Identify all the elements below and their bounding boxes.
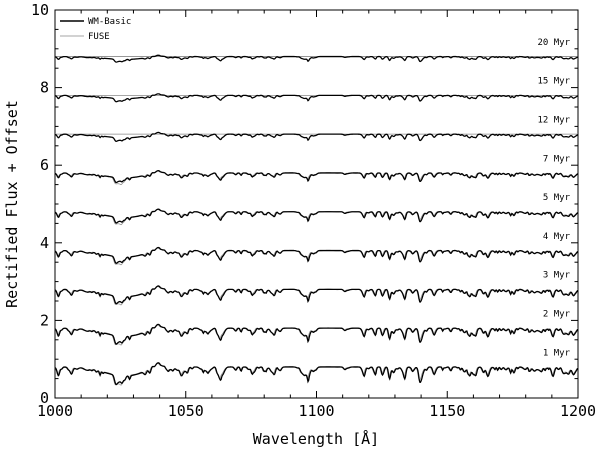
age-label: 1 Myr xyxy=(543,348,571,358)
age-label: 2 Myr xyxy=(543,309,571,319)
fuse-series-line xyxy=(54,363,579,386)
y-tick-label: 6 xyxy=(40,156,49,174)
y-tick-label: 2 xyxy=(40,311,49,329)
wm-basic-series-line xyxy=(54,131,579,142)
wm-basic-series-line xyxy=(54,246,579,264)
wm-basic-series-line xyxy=(54,54,579,63)
wm-basic-series-line xyxy=(54,323,579,345)
age-label: 20 Myr xyxy=(537,38,570,48)
x-tick-label: 1000 xyxy=(37,402,73,420)
age-label: 3 Myr xyxy=(543,271,571,281)
y-tick-label: 4 xyxy=(40,234,49,252)
legend: WM-Basic FUSE xyxy=(60,17,131,42)
ticks-layer: 1000 1050 1100 1150 1200 0 2 4 6 8 10 xyxy=(31,1,596,420)
wm-basic-series-line xyxy=(54,362,579,386)
age-label: 4 Myr xyxy=(543,232,571,242)
age-label: 15 Myr xyxy=(537,77,570,87)
x-tick-label: 1150 xyxy=(429,402,465,420)
x-axis-title: Wavelength [Å] xyxy=(253,429,379,448)
wm-basic-series-line xyxy=(54,208,579,224)
legend-label-fuse: FUSE xyxy=(88,32,110,42)
age-label: 5 Myr xyxy=(543,193,571,203)
plot-frame xyxy=(54,9,579,399)
y-tick-label: 8 xyxy=(40,79,49,97)
wm-basic-series-line xyxy=(54,170,579,184)
labels-layer: 20 Myr 15 Myr 12 Myr 7 Myr 5 Myr 4 Myr 3 Myr 2 … xyxy=(537,38,570,358)
wm-basic-series-line xyxy=(54,285,579,305)
x-tick-label: 1100 xyxy=(298,402,334,420)
wm-basic-series-line xyxy=(54,93,579,103)
legend-label-wm-basic: WM-Basic xyxy=(88,17,131,27)
spectra-layer xyxy=(54,54,579,386)
x-tick-label: 1050 xyxy=(168,402,204,420)
y-axis-title: Rectified Flux + Offset xyxy=(3,100,21,308)
age-label: 12 Myr xyxy=(537,115,570,125)
x-tick-label: 1200 xyxy=(560,402,596,420)
y-tick-label: 0 xyxy=(40,389,49,407)
age-label: 7 Myr xyxy=(543,154,571,164)
y-tick-label: 10 xyxy=(31,1,49,19)
